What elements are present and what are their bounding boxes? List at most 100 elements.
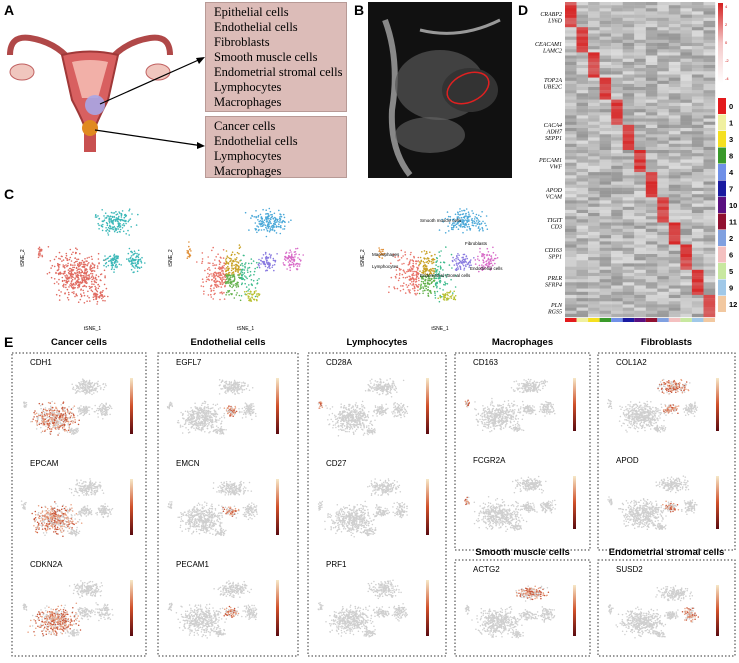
- cell-dot: [444, 296, 447, 299]
- heatmap-cell: [622, 216, 635, 220]
- cell-dot: [58, 263, 61, 266]
- heatmap-cell: [576, 310, 589, 315]
- heatmap-cell: [680, 68, 693, 72]
- heatmap-cell: [645, 313, 658, 318]
- cell-dot: [233, 274, 235, 276]
- cell-dot: [53, 258, 56, 261]
- cell-dot: [50, 430, 52, 433]
- cell-dot: [120, 214, 123, 217]
- cell-dot: [218, 260, 221, 263]
- heatmap-cell: [668, 279, 681, 283]
- cell-dot: [397, 259, 399, 262]
- cell-dot: [214, 267, 217, 270]
- heatmap-cell: [565, 30, 577, 34]
- heatmap-cell: [680, 159, 693, 163]
- heatmap-cell: [657, 27, 669, 31]
- cell-dot: [105, 412, 108, 415]
- cell-dot: [419, 285, 422, 287]
- cell-dot: [68, 412, 71, 415]
- heatmap-cell: [622, 17, 635, 22]
- heatmap-cell: [622, 194, 635, 198]
- cluster-swatch: [718, 263, 726, 279]
- cell-dot: [275, 232, 278, 234]
- cell-dot: [118, 222, 120, 224]
- heatmap-cell: [703, 87, 716, 91]
- heatmap-cell: [576, 124, 589, 129]
- heatmap-cell: [622, 288, 635, 292]
- cell-dot: [478, 220, 481, 223]
- heatmap-cell: [680, 77, 693, 81]
- cell-dot: [86, 411, 88, 414]
- heatmap-cell: [703, 46, 716, 50]
- cell-dot: [33, 524, 35, 527]
- cell-dot: [135, 258, 137, 261]
- cell-dot: [233, 264, 235, 267]
- heatmap-cell: [691, 291, 704, 296]
- cell-dot: [120, 216, 123, 218]
- cell-dot: [96, 300, 99, 303]
- cell-dot: [262, 208, 264, 211]
- cell-dot: [393, 287, 396, 290]
- heatmap-cell: [691, 257, 704, 261]
- cell-dot: [213, 271, 216, 274]
- heatmap-cell: [668, 288, 681, 292]
- cell-dot: [71, 412, 73, 414]
- cell-dot: [106, 228, 109, 231]
- heatmap-cell: [703, 307, 716, 311]
- cluster-swatch: [718, 98, 726, 114]
- heatmap-cell: [599, 8, 612, 12]
- heatmap-cell: [657, 153, 669, 157]
- cell-dot: [406, 286, 409, 288]
- cell-dot: [265, 221, 268, 223]
- heatmap-cell: [634, 118, 646, 122]
- heatmap-cell: [599, 33, 612, 37]
- heatmap-cell: [576, 165, 589, 170]
- cell-dot: [196, 261, 198, 263]
- cell-dot: [108, 221, 111, 224]
- cluster-bar: [691, 318, 704, 322]
- heatmap-cell: [611, 115, 623, 119]
- cell-dot: [112, 212, 114, 214]
- cell-dot: [272, 264, 274, 267]
- heatmap-cell: [703, 197, 716, 201]
- cell-dot: [236, 257, 238, 259]
- cell-dot: [227, 265, 229, 268]
- cell-dot: [62, 284, 65, 286]
- cell-dot: [99, 291, 102, 293]
- cell-dot: [273, 269, 275, 272]
- cell-dot: [95, 281, 98, 284]
- cell-dot: [80, 409, 82, 412]
- cell-dot: [94, 288, 97, 291]
- heatmap-cell: [657, 213, 669, 217]
- cell-dot: [269, 228, 272, 230]
- cell-dot: [44, 515, 46, 517]
- cell-dot: [76, 390, 79, 392]
- heatmap-cell: [588, 276, 600, 280]
- cell-dot: [81, 407, 83, 410]
- cell-dot: [48, 509, 50, 512]
- cell-dot: [86, 407, 89, 409]
- heatmap-cell: [680, 203, 693, 207]
- gene-label: PLN RGS5: [547, 303, 563, 316]
- heatmap-cell: [611, 178, 623, 182]
- cell-dot: [238, 247, 241, 249]
- cell-dot: [263, 262, 266, 264]
- cell-dot: [132, 266, 135, 268]
- heatmap-cell: [691, 140, 704, 144]
- heatmap-cell: [680, 168, 693, 173]
- heatmap-cell: [657, 112, 669, 116]
- cell-dot: [252, 279, 255, 282]
- cell-dot: [98, 262, 100, 264]
- cell-dot: [49, 402, 51, 404]
- heatmap-cell: [622, 11, 635, 15]
- heatmap-cell: [576, 115, 589, 119]
- heatmap-cell: [657, 307, 669, 311]
- heatmap-cell: [703, 77, 716, 81]
- cell-dot: [78, 283, 81, 286]
- cell-dot: [76, 248, 78, 251]
- cell-dot: [273, 259, 276, 262]
- heatmap-cell: [680, 49, 693, 53]
- cell-dot: [61, 528, 64, 530]
- cell-dot: [463, 215, 466, 218]
- heatmap-cell: [634, 285, 646, 289]
